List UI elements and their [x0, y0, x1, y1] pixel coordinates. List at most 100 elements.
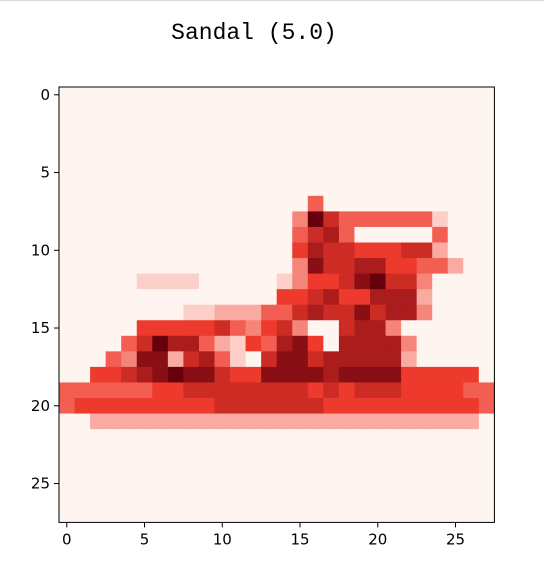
- heatmap-cell: [292, 289, 309, 306]
- heatmap-cell: [463, 149, 480, 166]
- heatmap-cell: [416, 320, 433, 337]
- heatmap-cell: [370, 195, 387, 212]
- heatmap-cell: [370, 273, 387, 290]
- heatmap-cell: [416, 164, 433, 181]
- heatmap-cell: [230, 211, 247, 228]
- heatmap-cell: [478, 226, 495, 244]
- heatmap-cell: [90, 195, 107, 212]
- heatmap-cell: [245, 180, 262, 197]
- heatmap-cell: [167, 429, 184, 446]
- heatmap-cell: [478, 164, 495, 181]
- heatmap-cell: [463, 133, 480, 150]
- heatmap-cell: [183, 133, 200, 150]
- heatmap-cell: [152, 149, 169, 166]
- heatmap-cell: [416, 133, 433, 150]
- heatmap-cell: [401, 226, 418, 244]
- heatmap-cell: [136, 195, 153, 212]
- heatmap-cell: [385, 102, 402, 119]
- x-tick-label: 0: [62, 530, 72, 548]
- heatmap-cell: [370, 429, 387, 446]
- heatmap-cell: [90, 226, 107, 244]
- heatmap-cell: [245, 87, 262, 104]
- heatmap-cell: [432, 506, 449, 523]
- heatmap-cell: [214, 87, 231, 104]
- heatmap-cell: [198, 195, 216, 212]
- heatmap-cell: [432, 195, 449, 212]
- heatmap-cell: [354, 366, 371, 384]
- heatmap-cell: [90, 133, 107, 150]
- heatmap-cell: [354, 304, 371, 321]
- heatmap-cell: [385, 133, 402, 150]
- heatmap-cell: [447, 320, 464, 337]
- heatmap-cell: [121, 102, 138, 119]
- heatmap-cell: [121, 164, 138, 181]
- heatmap-cell: [370, 258, 387, 275]
- heatmap-cell: [183, 164, 200, 181]
- heatmap-cell: [90, 149, 107, 166]
- heatmap-cell: [292, 180, 309, 197]
- heatmap-cell: [90, 102, 107, 119]
- heatmap-cell: [214, 304, 231, 321]
- heatmap-cell: [214, 149, 231, 166]
- heatmap-cell: [136, 304, 153, 321]
- heatmap-cell: [292, 102, 309, 119]
- heatmap-cell: [105, 506, 122, 523]
- heatmap-cell: [105, 273, 122, 290]
- heatmap-cell: [74, 429, 91, 446]
- heatmap-cell: [261, 149, 278, 166]
- heatmap-cell: [292, 211, 309, 228]
- heatmap-cell: [432, 133, 449, 150]
- heatmap-cell: [292, 413, 309, 430]
- heatmap-cell: [214, 413, 231, 430]
- heatmap-cell: [385, 335, 402, 352]
- heatmap-cell: [136, 102, 153, 119]
- heatmap-cell: [323, 491, 340, 508]
- heatmap-cell: [432, 211, 449, 228]
- heatmap-cell: [121, 149, 138, 166]
- heatmap-cell: [74, 320, 91, 337]
- heatmap-cell: [416, 102, 433, 119]
- heatmap-cell: [447, 460, 464, 477]
- heatmap-cell: [90, 164, 107, 181]
- heatmap-cell: [198, 475, 216, 492]
- heatmap-cell: [416, 366, 433, 384]
- heatmap-cell: [385, 195, 402, 212]
- heatmap-cell: [230, 366, 247, 384]
- heatmap-cell: [447, 118, 464, 135]
- heatmap-cell: [370, 444, 387, 461]
- heatmap-cell: [416, 211, 433, 228]
- heatmap-cell: [432, 102, 449, 119]
- heatmap-cell: [245, 149, 262, 166]
- heatmap-cell: [447, 475, 464, 492]
- heatmap-cell: [463, 258, 480, 275]
- heatmap-cell: [261, 382, 278, 399]
- heatmap-cell: [136, 475, 153, 492]
- heatmap-cell: [105, 351, 122, 368]
- heatmap-cell: [136, 289, 153, 306]
- heatmap-cell: [432, 226, 449, 244]
- heatmap-cell: [121, 351, 138, 368]
- heatmap-cell: [323, 398, 340, 415]
- heatmap-cell: [105, 211, 122, 228]
- heatmap-cell: [198, 398, 216, 415]
- x-axis: 0 5 10 15 20 25: [62, 522, 465, 548]
- heatmap-cell: [370, 398, 387, 415]
- heatmap-cell: [416, 304, 433, 321]
- heatmap-cell: [416, 242, 433, 259]
- heatmap-cell: [74, 289, 91, 306]
- heatmap-cell: [245, 118, 262, 135]
- x-tick-label: 15: [290, 530, 309, 548]
- heatmap-cell: [338, 398, 356, 415]
- heatmap-cell: [416, 335, 433, 352]
- heatmap-cell: [59, 491, 76, 508]
- heatmap-cell: [416, 506, 433, 523]
- heatmap-cell: [370, 491, 387, 508]
- heatmap-cell: [323, 444, 340, 461]
- heatmap-cell: [354, 413, 371, 430]
- heatmap-cell: [136, 87, 153, 104]
- heatmap-cell: [416, 195, 433, 212]
- heatmap-cell: [214, 164, 231, 181]
- heatmap-cell: [432, 118, 449, 135]
- heatmap-cell: [354, 335, 371, 352]
- heatmap-cell: [198, 211, 216, 228]
